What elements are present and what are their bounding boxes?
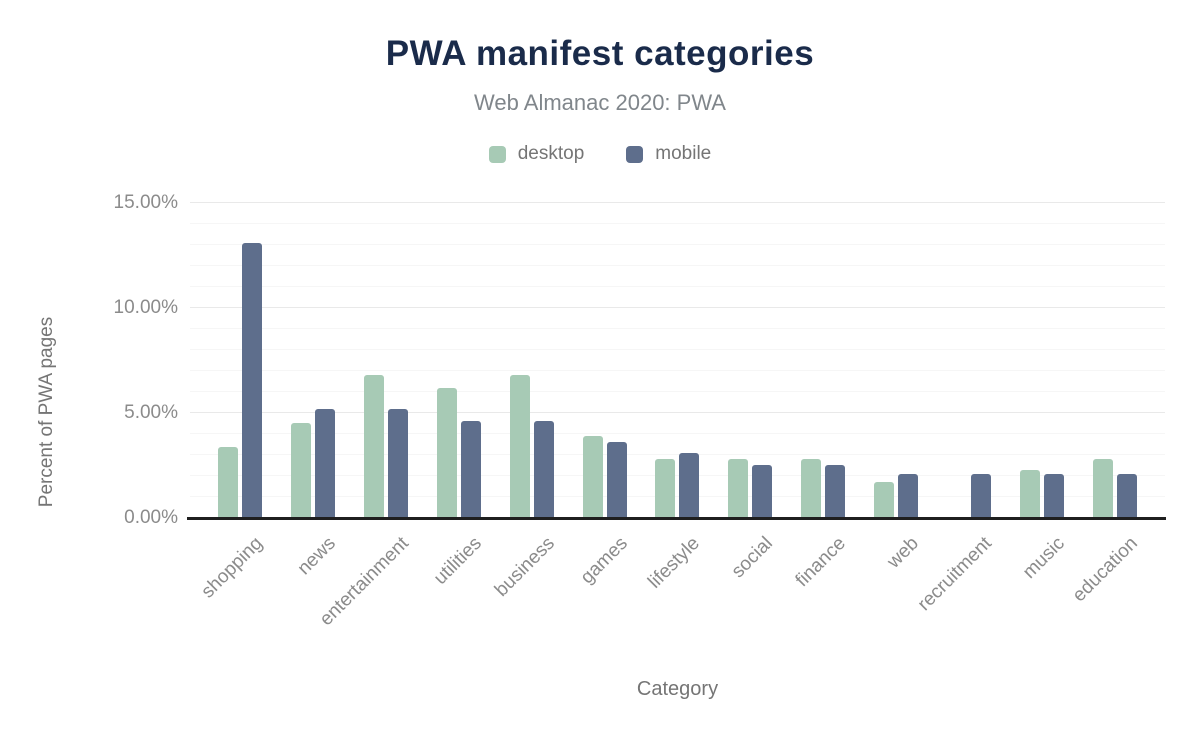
bar-mobile-lifestyle[interactable] xyxy=(679,453,700,518)
bar-group-games xyxy=(568,203,641,518)
bar-group-news xyxy=(277,203,350,518)
bar-desktop-utilities[interactable] xyxy=(436,388,457,518)
x-label-shopping: shopping xyxy=(197,533,268,603)
chart-subtitle: Web Almanac 2020: PWA xyxy=(474,90,726,115)
x-label-education: education xyxy=(1068,533,1142,607)
gridline-minor xyxy=(190,433,1165,434)
legend-item-desktop[interactable]: desktop xyxy=(488,143,585,165)
bar-mobile-utilities[interactable] xyxy=(460,421,481,518)
x-label-cell: shopping xyxy=(198,527,277,657)
bar-mobile-news[interactable] xyxy=(315,409,336,518)
x-label-cell: social xyxy=(714,527,787,657)
x-axis-labels: shopping news entertainment utilities busine… xyxy=(190,527,1165,657)
x-axis-title: Category xyxy=(636,678,719,700)
bar-group-shopping xyxy=(204,203,277,518)
gridline-minor xyxy=(190,454,1165,455)
bar-mobile-finance[interactable] xyxy=(825,465,846,518)
bar-mobile-business[interactable] xyxy=(533,421,554,518)
gridline-minor xyxy=(190,244,1165,245)
x-label-business: business xyxy=(490,533,559,601)
bar-desktop-finance[interactable] xyxy=(801,459,822,518)
legend-item-mobile[interactable]: mobile xyxy=(626,143,711,165)
gridline-minor xyxy=(190,370,1165,371)
y-tick-label: 5.00% xyxy=(124,402,178,423)
x-label-cell: entertainment xyxy=(316,527,423,657)
y-tick-label: 0.00% xyxy=(124,507,178,528)
bar-desktop-shopping[interactable] xyxy=(218,447,239,518)
x-label-cell: lifestyle xyxy=(641,527,714,657)
x-label-cell: music xyxy=(1005,527,1078,657)
gridline-minor xyxy=(190,286,1165,287)
y-tick-label: 15.00% xyxy=(113,192,178,213)
legend: desktop mobile xyxy=(0,143,1200,165)
gridline-minor xyxy=(190,223,1165,224)
bar-mobile-entertainment[interactable] xyxy=(388,409,409,518)
bar-group-recruitment xyxy=(932,203,1005,518)
x-label-social: social xyxy=(727,533,778,583)
x-label-web: web xyxy=(883,533,923,573)
gridline-major xyxy=(190,412,1165,413)
legend-swatch-mobile xyxy=(626,145,644,163)
gridline-minor xyxy=(190,475,1165,476)
bar-desktop-lifestyle[interactable] xyxy=(655,459,676,518)
plot-area xyxy=(187,202,1166,520)
bar-mobile-recruitment[interactable] xyxy=(970,474,991,518)
x-label-lifestyle: lifestyle xyxy=(644,533,705,593)
bar-mobile-education[interactable] xyxy=(1116,474,1137,518)
bar-group-education xyxy=(1078,203,1151,518)
bar-desktop-education[interactable] xyxy=(1092,459,1113,518)
gridline-minor xyxy=(190,328,1165,329)
bar-group-utilities xyxy=(423,203,496,518)
bars-row xyxy=(190,203,1165,518)
bar-desktop-entertainment[interactable] xyxy=(364,375,385,518)
gridline-major xyxy=(190,307,1165,308)
bar-group-social xyxy=(714,203,787,518)
x-label-music: music xyxy=(1018,533,1069,583)
bar-desktop-music[interactable] xyxy=(1019,470,1040,518)
gridline-minor xyxy=(190,496,1165,497)
x-axis-line xyxy=(187,517,1166,520)
bar-group-lifestyle xyxy=(641,203,714,518)
y-tick-label: 10.00% xyxy=(113,297,178,318)
bar-desktop-news[interactable] xyxy=(291,423,312,518)
bar-group-entertainment xyxy=(350,203,423,518)
bar-mobile-social[interactable] xyxy=(752,465,773,518)
bar-mobile-games[interactable] xyxy=(606,442,627,518)
x-label-cell: recruitment xyxy=(914,527,1005,657)
legend-label: mobile xyxy=(655,143,712,164)
bar-desktop-web[interactable] xyxy=(874,482,895,518)
x-label-cell: games xyxy=(568,527,641,657)
bar-desktop-business[interactable] xyxy=(509,375,530,518)
x-label-cell: business xyxy=(491,527,568,657)
bar-mobile-music[interactable] xyxy=(1043,474,1064,518)
bar-mobile-shopping[interactable] xyxy=(242,243,263,518)
chart-title: PWA manifest categories xyxy=(385,34,815,73)
x-label-cell: education xyxy=(1068,527,1151,657)
bar-group-web xyxy=(860,203,933,518)
bar-group-business xyxy=(495,203,568,518)
x-label-news: news xyxy=(293,533,341,580)
gridline-minor xyxy=(190,265,1165,266)
gridline-major xyxy=(190,202,1165,203)
x-label-cell: finance xyxy=(787,527,860,657)
bar-group-music xyxy=(1005,203,1078,518)
x-label-finance: finance xyxy=(791,533,851,592)
x-label-games: games xyxy=(576,533,632,589)
gridline-minor xyxy=(190,349,1165,350)
bar-group-finance xyxy=(787,203,860,518)
x-label-cell: utilities xyxy=(423,527,496,657)
legend-swatch-desktop xyxy=(488,145,506,163)
x-label-utilities: utilities xyxy=(429,533,486,589)
gridline-minor xyxy=(190,391,1165,392)
bar-mobile-web[interactable] xyxy=(898,474,919,518)
legend-label: desktop xyxy=(517,143,585,164)
bar-desktop-social[interactable] xyxy=(728,459,749,518)
bar-desktop-games[interactable] xyxy=(582,436,603,518)
